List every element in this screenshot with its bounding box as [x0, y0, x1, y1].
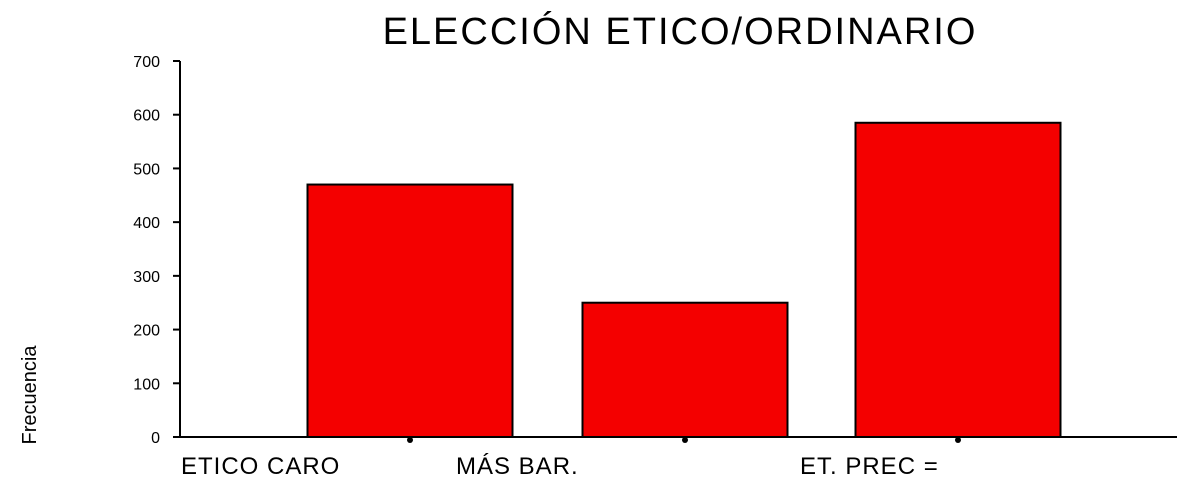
y-tick-label: 200	[133, 323, 160, 340]
x-tick-label: ETICO CARO	[181, 453, 340, 477]
chart-title: ELECCIÓN ETICO/ORDINARIO	[383, 10, 978, 53]
x-tick-mark	[407, 437, 413, 443]
bar	[581, 301, 789, 439]
y-tick-label: 400	[133, 215, 160, 232]
x-tick-mark	[682, 437, 688, 443]
x-tick-mark	[955, 437, 961, 443]
y-tick-label: 500	[133, 161, 160, 178]
y-tick-label: 100	[133, 376, 160, 393]
plot-area: 0 100 200 300 400 500 600 700 ETICO CARO MÁS BAR.…	[133, 54, 1177, 477]
y-tick-label: 300	[133, 269, 160, 286]
bar	[854, 121, 1062, 439]
bar	[306, 183, 514, 438]
y-tick-label: 600	[133, 108, 160, 125]
y-axis-label: Frecuencia	[19, 345, 41, 445]
y-tick-label: 700	[133, 54, 160, 71]
x-tick-label: MÁS BAR.	[456, 453, 579, 477]
x-tick-label: ET. PREC =	[800, 453, 939, 477]
y-tick-label: 0	[151, 430, 160, 447]
